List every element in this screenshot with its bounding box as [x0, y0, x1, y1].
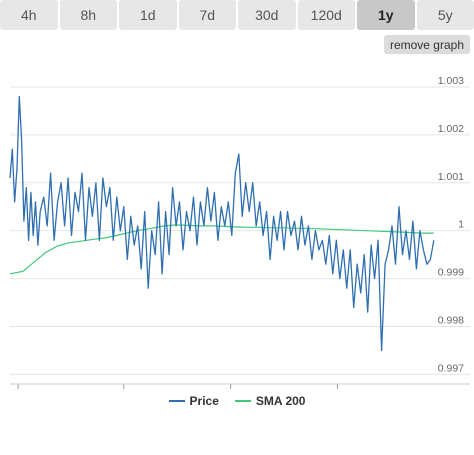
legend-label: Price	[189, 394, 219, 408]
legend: Price SMA 200	[0, 393, 474, 409]
y-axis-ticks: 0.997 0.998 0.999 1 1.001 1.002 1.003	[438, 75, 464, 374]
tab-30d[interactable]: 30d	[238, 0, 296, 30]
tab-1y[interactable]: 1y	[357, 0, 415, 30]
legend-swatch	[168, 400, 185, 402]
tab-7d[interactable]: 7d	[178, 0, 236, 30]
series-line-sma-200	[9, 224, 434, 275]
y-tick-label: 1	[458, 219, 464, 231]
legend-item-price[interactable]: Price	[168, 394, 219, 408]
price-chart: 0.997 0.998 0.999 1 1.001 1.002 1.003 Apr '25J…	[9, 75, 470, 389]
remove-graph-button[interactable]: remove graph	[383, 35, 470, 54]
tab-5y[interactable]: 5y	[416, 0, 474, 30]
y-tick-label: 0.998	[438, 315, 464, 327]
tab-120d[interactable]: 120d	[297, 0, 355, 30]
y-tick-label: 0.999	[438, 267, 464, 279]
legend-swatch	[234, 400, 251, 402]
x-axis-ticks: Apr '25Jul '25Oct '25Jan '26	[10, 383, 470, 389]
tab-4h[interactable]: 4h	[0, 0, 58, 30]
tab-1d[interactable]: 1d	[119, 0, 177, 30]
y-tick-label: 1.002	[438, 123, 464, 135]
time-range-tabs: 4h 8h 1d 7d 30d 120d 1y 5y	[0, 0, 474, 30]
legend-item-sma-200[interactable]: SMA 200	[234, 394, 306, 408]
series-lines	[9, 95, 435, 352]
y-tick-label: 1.001	[438, 171, 464, 183]
tab-8h[interactable]: 8h	[59, 0, 117, 30]
legend-label: SMA 200	[255, 394, 306, 408]
series-line-price	[9, 95, 435, 352]
y-tick-label: 0.997	[438, 362, 464, 374]
y-tick-label: 1.003	[438, 75, 464, 87]
